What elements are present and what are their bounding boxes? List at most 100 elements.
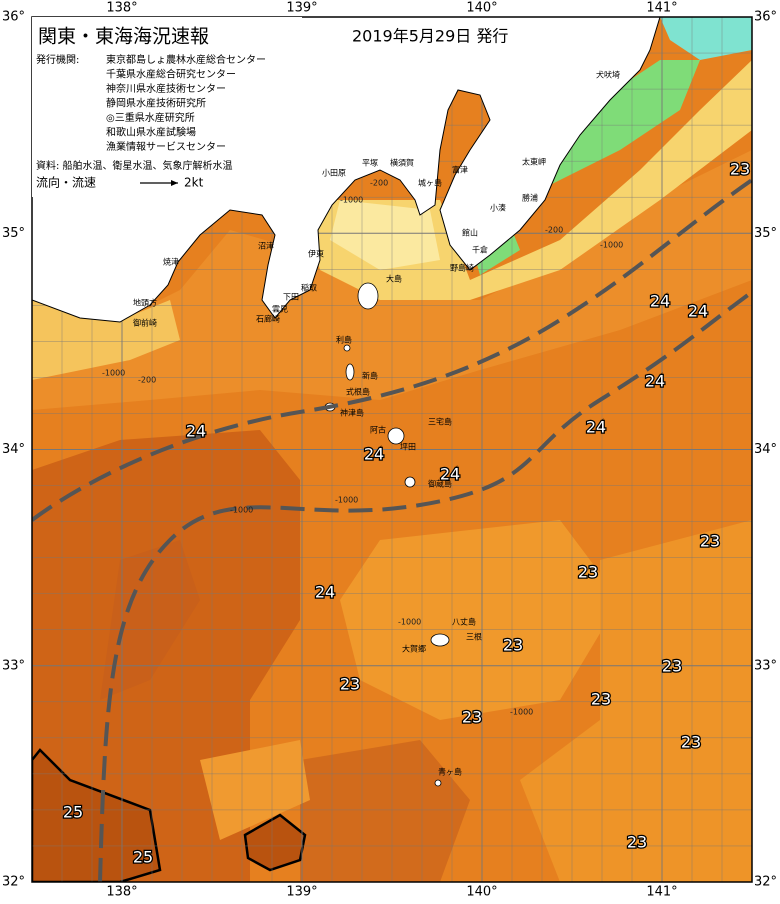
latitude-label: 34°	[2, 442, 25, 457]
isotherm-label: 23	[591, 690, 611, 709]
depth-label: -200	[370, 179, 388, 188]
depth-label: -1000	[102, 369, 125, 378]
coastal-water	[330, 200, 440, 270]
place-name: 雲見	[272, 305, 288, 314]
flow-label: 流向・流速	[36, 175, 96, 190]
info-box	[32, 17, 302, 197]
depth-label: -1000	[600, 241, 623, 250]
isotherm-label: 25	[133, 848, 153, 867]
latitude-label: 33°	[2, 658, 25, 673]
place-name: 八丈島	[452, 617, 476, 627]
isotherm-label: 24	[650, 292, 670, 311]
latitude-label: 36°	[754, 10, 777, 25]
isotherm-label: 24	[364, 445, 384, 464]
depth-label: -1000	[510, 708, 533, 717]
warm-core	[243, 813, 307, 872]
island	[357, 282, 379, 310]
isotherm-label: 24	[586, 418, 606, 437]
depth-label: -1000	[335, 496, 358, 505]
cool-water	[520, 520, 752, 882]
latitude-label: 35°	[754, 226, 777, 241]
place-name: 千倉	[472, 245, 488, 255]
isotherm-label: 24	[688, 302, 708, 321]
isotherm-label: 24	[186, 422, 206, 441]
isotherm-label: 23	[340, 675, 360, 694]
place-name: 下田	[283, 293, 299, 302]
latitude-label: 34°	[754, 442, 777, 457]
latitude-label: 36°	[2, 10, 25, 25]
place-name: 地頭方	[133, 298, 157, 308]
depth-label: -200	[138, 376, 156, 385]
kuroshio-axis	[32, 178, 752, 522]
cool-water	[200, 740, 310, 840]
island	[387, 427, 405, 445]
place-name: 神津島	[340, 408, 364, 418]
place-name: 新島	[362, 371, 378, 381]
island	[345, 363, 355, 381]
longitude-label: 139°	[286, 1, 317, 16]
place-name: 野島崎	[450, 263, 474, 273]
warm-water	[100, 540, 200, 700]
latitude-label: 33°	[754, 658, 777, 673]
longitude-label: 141°	[646, 1, 677, 16]
place-name: 城ヶ島	[418, 178, 442, 188]
longitude-label: 138°	[106, 885, 137, 900]
isotherm-label: 23	[503, 636, 523, 655]
longitude-label: 140°	[466, 885, 497, 900]
isotherm-label: 23	[700, 532, 720, 551]
place-name: 横須賀	[390, 158, 414, 168]
agency: 和歌山県水産試験場	[106, 126, 196, 139]
longitude-label: 140°	[466, 1, 497, 16]
agency: 東京都島しょ農林水産総合センター	[106, 53, 266, 66]
longitude-label: 141°	[646, 885, 677, 900]
isotherm-label: 23	[462, 708, 482, 727]
place-name: 式根島	[346, 387, 370, 397]
place-name: 勝浦	[522, 193, 538, 203]
map-field	[32, 17, 752, 882]
flow-scale-arrowhead	[171, 180, 178, 186]
map-frame	[31, 16, 753, 883]
place-name: 大賀郷	[402, 644, 426, 654]
isotherm-label: 24	[645, 372, 665, 391]
depth-label: -1000	[340, 196, 363, 205]
place-name: 焼津	[163, 257, 179, 267]
depth-label: -200	[545, 226, 563, 235]
flow-scale: 2kt	[184, 176, 204, 190]
place-name: 小田原	[322, 169, 346, 178]
place-name: 館山	[462, 228, 478, 238]
kuroshio-axis	[98, 290, 752, 882]
place-name: 坪田	[400, 443, 416, 452]
warm-water	[300, 740, 470, 882]
agency: 漁業情報サービスセンター	[106, 140, 226, 153]
agencies-label: 発行機関:	[36, 53, 79, 66]
place-name: 犬吠埼	[596, 70, 620, 80]
title: 関東・東海海況速報	[38, 26, 209, 48]
place-name: 伊東	[308, 249, 324, 259]
isotherm-label: 23	[578, 563, 598, 582]
longitude-label: 139°	[286, 885, 317, 900]
latitude-label: 32°	[2, 875, 25, 890]
island	[343, 344, 351, 352]
cold-water	[660, 17, 752, 60]
agency: 千葉県水産総合研究センター	[106, 68, 236, 81]
agency: 神奈川県水産技術センター	[106, 82, 226, 95]
warm-core	[32, 748, 162, 882]
place-name: 大島	[386, 274, 402, 284]
place-name: 沼津	[258, 241, 274, 251]
isotherm-label: 23	[681, 733, 701, 752]
place-name: 平塚	[362, 159, 378, 168]
island	[434, 779, 442, 787]
isotherm-label: 23	[662, 657, 682, 676]
isotherm-label: 23	[627, 833, 647, 852]
place-name: 三宅島	[428, 417, 452, 427]
latitude-label: 32°	[754, 875, 777, 890]
isotherm-label: 23	[730, 160, 750, 179]
cool-water	[340, 520, 620, 720]
sources: 資料: 船舶水温、衛星水温、気象庁解析水温	[36, 159, 233, 172]
coastal-water	[32, 300, 180, 380]
place-name: 石廊崎	[256, 314, 280, 324]
cold-water	[520, 60, 700, 200]
island	[430, 633, 450, 647]
place-name: 三根	[466, 632, 482, 642]
